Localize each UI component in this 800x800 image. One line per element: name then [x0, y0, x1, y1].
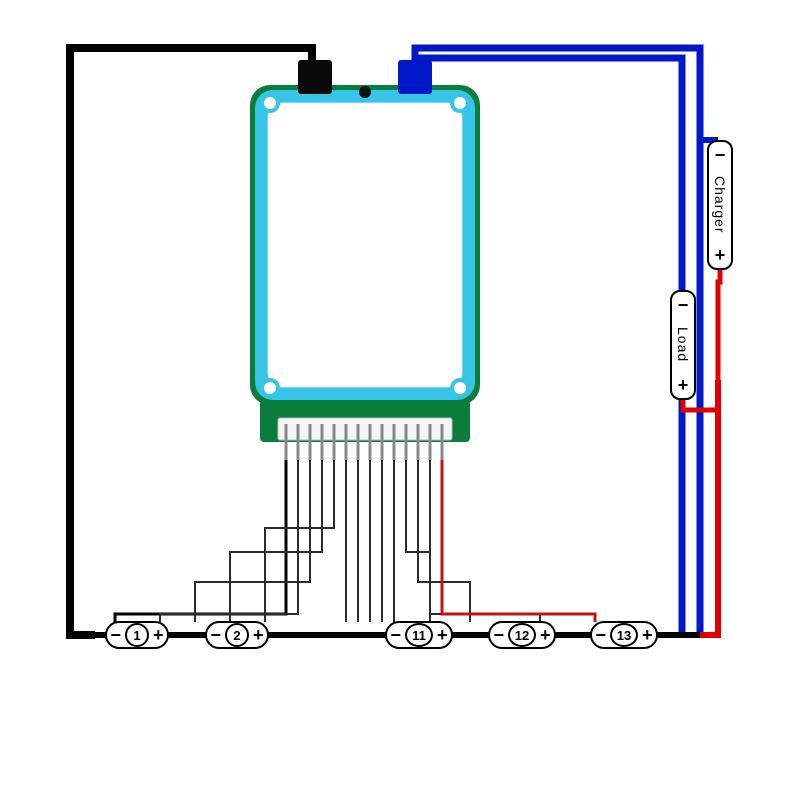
cell-number: 13: [610, 623, 638, 647]
minus-sign: −: [387, 626, 404, 644]
cell-number: 12: [508, 623, 536, 647]
battery-cell-12: −12+: [488, 621, 556, 649]
battery-cell-1: −1+: [105, 621, 169, 649]
battery-cell-11: −11+: [385, 621, 453, 649]
charger-box: − Charger +: [707, 140, 733, 270]
plus-sign: +: [537, 626, 554, 644]
load-box: − Load +: [670, 290, 696, 400]
cell-number: 2: [225, 623, 249, 647]
load-box-label: Load: [675, 327, 691, 362]
cell-number: 1: [125, 623, 149, 647]
terminal-pos: +: [678, 376, 689, 394]
plus-sign: +: [434, 626, 451, 644]
cell-number: 11: [405, 623, 433, 647]
minus-sign: −: [490, 626, 507, 644]
plus-sign: +: [639, 626, 656, 644]
battery-cell-2: −2+: [205, 621, 269, 649]
minus-sign: −: [107, 626, 124, 644]
charger-box-label: Charger: [712, 176, 728, 234]
plus-sign: +: [250, 626, 267, 644]
minus-sign: −: [592, 626, 609, 644]
plus-sign: +: [150, 626, 167, 644]
wiring-svg: [0, 0, 800, 800]
terminal-pos: +: [715, 246, 726, 264]
terminal-neg: −: [715, 146, 726, 164]
terminal-neg: −: [678, 296, 689, 314]
battery-cell-13: −13+: [590, 621, 658, 649]
diagram-stage: −1+−2+−11+−12+−13+−Charger+−Load+: [0, 0, 800, 800]
minus-sign: −: [207, 626, 224, 644]
